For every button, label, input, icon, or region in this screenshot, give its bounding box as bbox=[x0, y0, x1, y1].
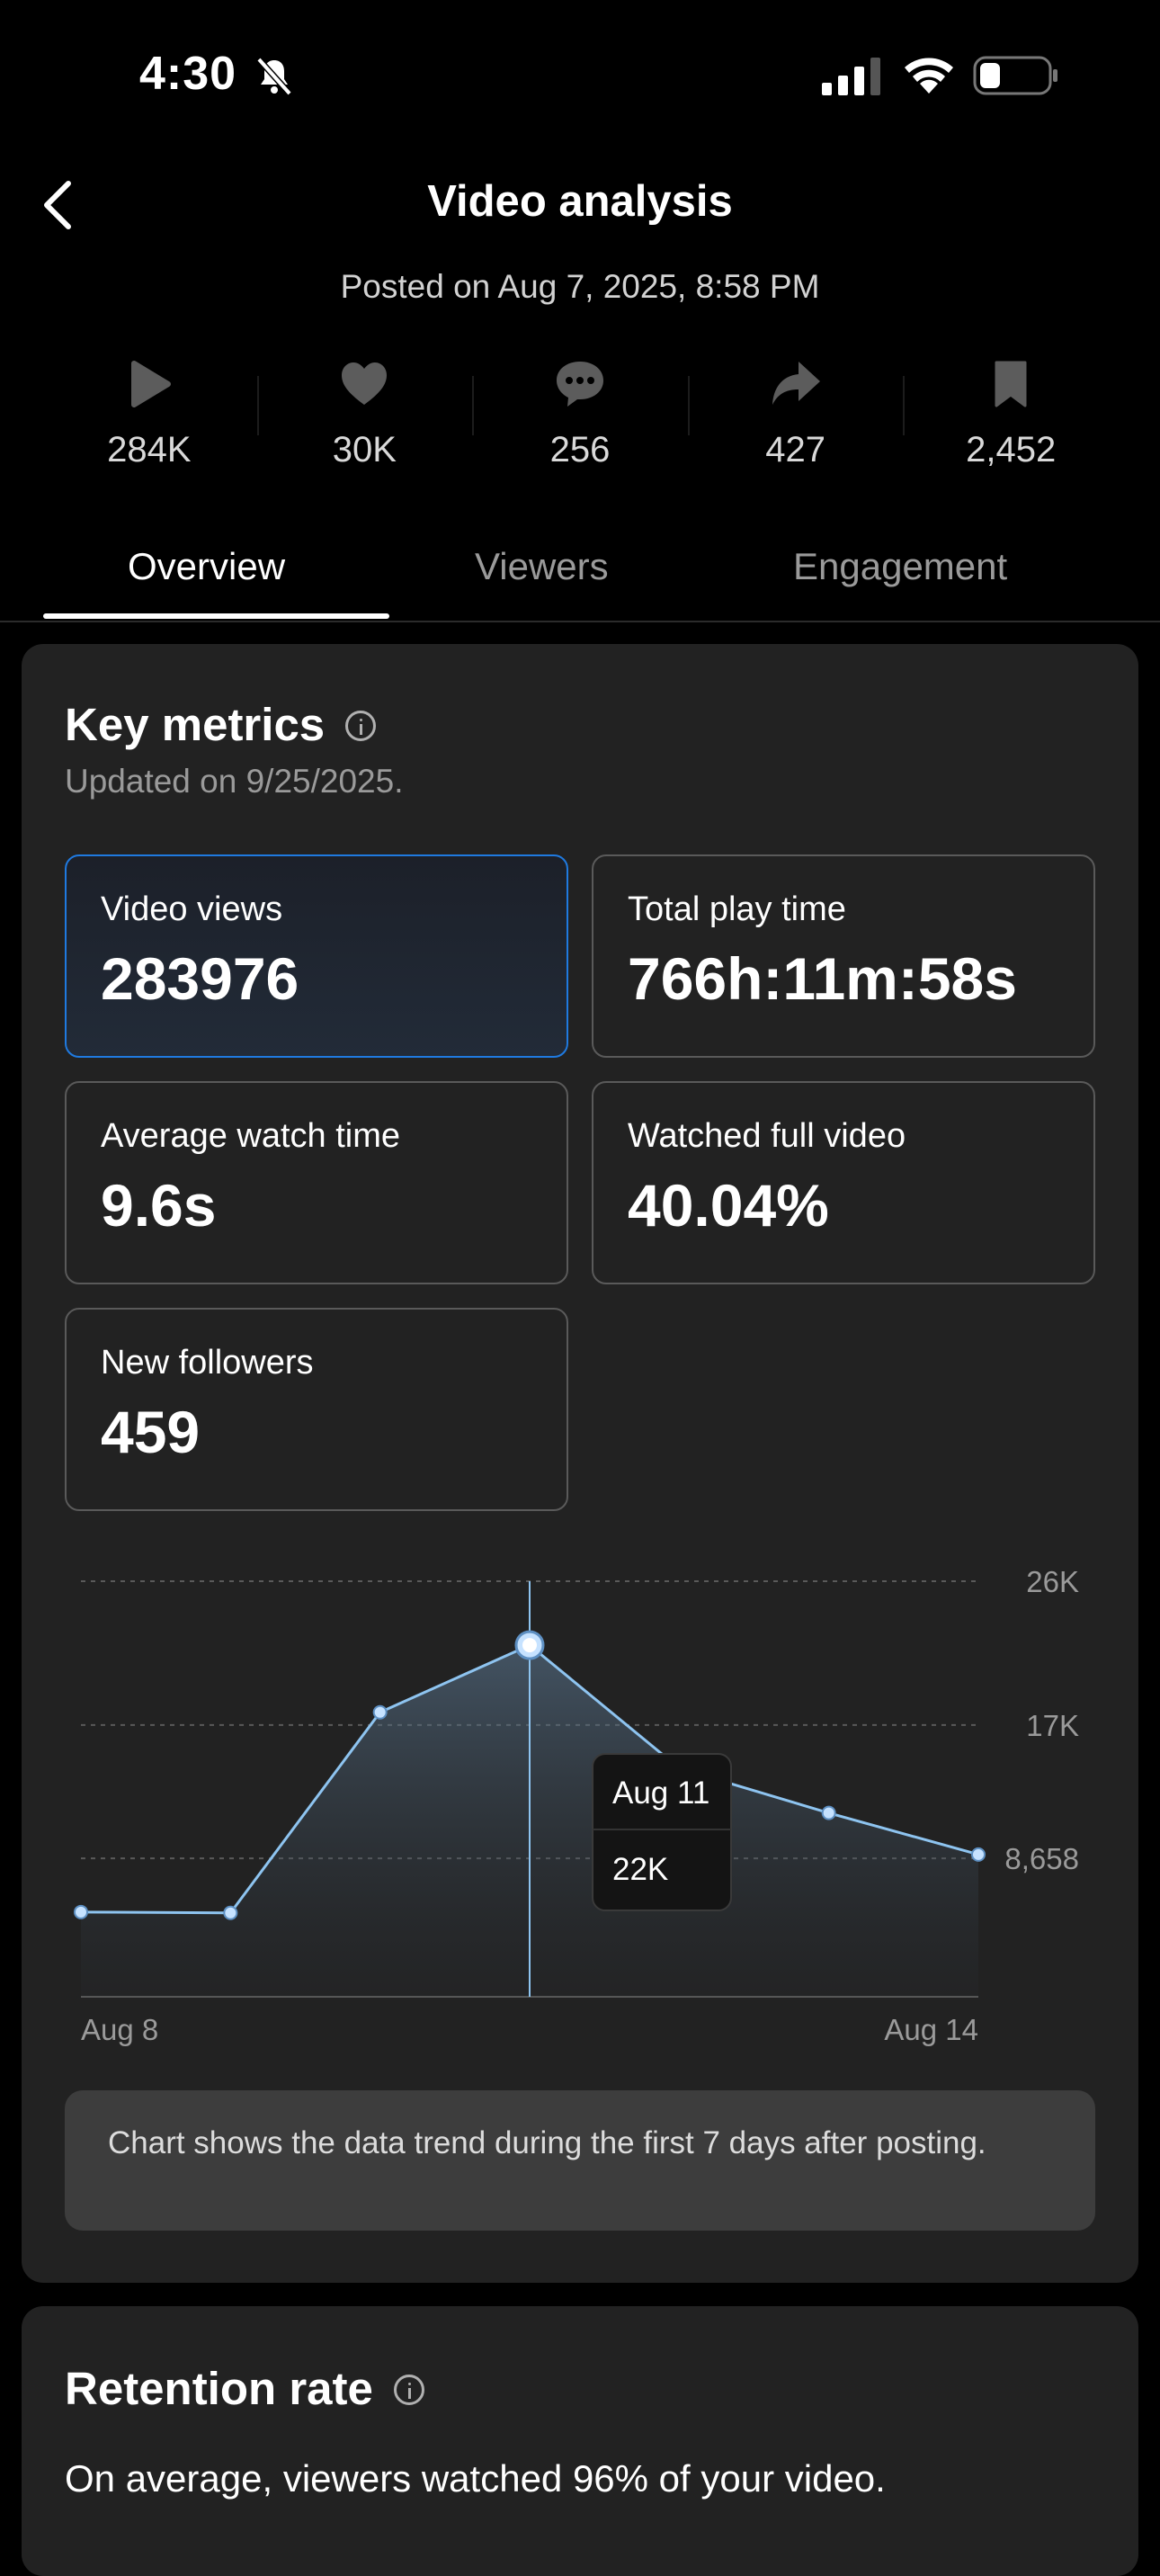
stat-value: 427 bbox=[765, 430, 825, 470]
metric-label: Average watch time bbox=[101, 1117, 401, 1155]
stat-comments: 256 bbox=[472, 351, 688, 486]
metric-label: Video views bbox=[101, 890, 283, 928]
data-point bbox=[372, 1704, 388, 1720]
data-point bbox=[223, 1905, 238, 1920]
chart-note: Chart shows the data trend during the fi… bbox=[65, 2090, 1095, 2231]
retention-card: Retention rate On average, viewers watch… bbox=[22, 2306, 1138, 2576]
stat-value: 30K bbox=[332, 430, 397, 470]
share-icon bbox=[772, 362, 820, 405]
status-time: 4:30 bbox=[139, 48, 237, 100]
status-bar: 4:30 bbox=[0, 0, 1160, 153]
comment-icon bbox=[556, 362, 603, 407]
data-point bbox=[971, 1847, 986, 1862]
retention-title: Retention rate bbox=[65, 2363, 373, 2414]
tooltip-box bbox=[592, 1753, 732, 1911]
back-chevron-icon[interactable] bbox=[40, 176, 76, 234]
video-stats-row: 284K 30K 256 427 2,452 bbox=[41, 351, 1119, 486]
bookmark-icon bbox=[995, 361, 1027, 407]
data-point-highlight-core bbox=[522, 1638, 537, 1653]
tooltip-value: 22K bbox=[612, 1852, 668, 1887]
x-tick-label: Aug 14 bbox=[884, 2013, 978, 2046]
wifi-icon bbox=[905, 58, 953, 94]
retention-text: On average, viewers watched 96% of your … bbox=[65, 2457, 886, 2500]
bell-muted-icon bbox=[256, 57, 292, 96]
x-tick-label: Aug 8 bbox=[81, 2013, 158, 2046]
metric-new-followers[interactable]: New followers 459 bbox=[65, 1308, 568, 1511]
stat-value: 2,452 bbox=[966, 430, 1057, 470]
y-tick-label: 26K bbox=[1026, 1565, 1079, 1598]
stat-shares: 427 bbox=[687, 351, 904, 486]
metric-value: 766h:11m:58s bbox=[628, 945, 1017, 1012]
metric-total-play-time[interactable]: Total play time 766h:11m:58s bbox=[592, 854, 1095, 1058]
battery-icon bbox=[973, 56, 1057, 95]
stat-value: 284K bbox=[107, 430, 192, 470]
key-metrics-card: Key metrics Updated on 9/25/2025. Video … bbox=[22, 644, 1138, 2283]
updated-date: Updated on 9/25/2025. bbox=[65, 763, 404, 800]
y-tick-label: 17K bbox=[1026, 1709, 1079, 1742]
tab-engagement[interactable]: Engagement bbox=[793, 545, 1008, 587]
metric-video-views[interactable]: Video views 283976 bbox=[65, 854, 568, 1058]
posted-date: Posted on Aug 7, 2025, 8:58 PM bbox=[340, 268, 820, 305]
heart-icon bbox=[342, 362, 388, 405]
tab-viewers[interactable]: Viewers bbox=[475, 545, 609, 587]
key-metrics-title: Key metrics bbox=[65, 699, 326, 750]
metric-average-watch-time[interactable]: Average watch time 9.6s bbox=[65, 1081, 568, 1284]
tab-active-indicator bbox=[43, 613, 389, 619]
stat-value: 256 bbox=[549, 430, 611, 470]
metric-value: 459 bbox=[101, 1399, 201, 1465]
play-icon bbox=[130, 361, 171, 407]
info-icon[interactable] bbox=[394, 2375, 424, 2405]
stat-likes: 30K bbox=[256, 351, 473, 486]
metric-value: 40.04% bbox=[628, 1172, 829, 1239]
metric-label: Watched full video bbox=[628, 1117, 906, 1155]
metric-watched-full-video[interactable]: Watched full video 40.04% bbox=[592, 1081, 1095, 1284]
stat-views: 284K bbox=[41, 351, 257, 486]
tab-overview[interactable]: Overview bbox=[128, 545, 286, 587]
metric-label: Total play time bbox=[628, 890, 846, 928]
tab-bar: Overview Viewers Engagement bbox=[0, 522, 1160, 622]
tooltip-date: Aug 11 bbox=[612, 1775, 709, 1811]
stat-saves: 2,452 bbox=[903, 351, 1119, 486]
info-icon[interactable] bbox=[345, 711, 376, 741]
metric-value: 9.6s bbox=[101, 1172, 217, 1239]
data-point bbox=[821, 1805, 836, 1820]
metric-value: 283976 bbox=[101, 945, 299, 1012]
y-tick-label: 8,658 bbox=[1004, 1842, 1079, 1875]
data-point bbox=[74, 1904, 88, 1919]
page-title: Video analysis bbox=[427, 177, 733, 226]
signal-icon bbox=[822, 58, 880, 95]
views-trend-chart[interactable]: 8,658 17K 26K Aug 8 Aug 14 Aug 11 22K bbox=[22, 644, 1138, 2083]
metric-label: New followers bbox=[101, 1344, 314, 1382]
